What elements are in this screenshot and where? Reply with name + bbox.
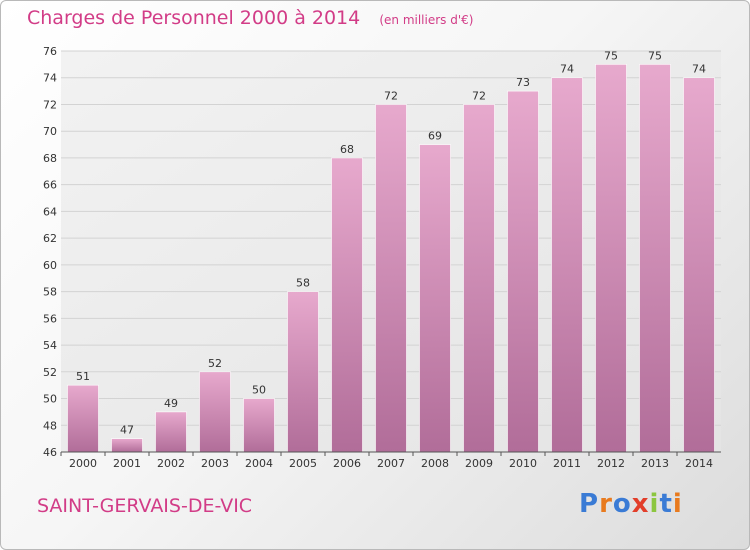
x-axis-ticks: 2000 2001 2002 2003 2004 2005 2006 2007 2008 2009… [60,452,713,470]
bar-2010 [507,90,539,453]
city-name: SAINT-GERVAIS-DE-VIC [37,495,253,517]
y-tick-label: 54 [43,339,57,352]
value-label: 58 [296,277,310,290]
value-label: 72 [384,89,398,102]
y-tick-label: 60 [43,259,57,272]
bar-2008 [419,144,451,453]
bar-2000 [67,384,99,453]
bar-2002 [155,411,187,453]
y-tick-label: 48 [43,419,57,432]
x-tick-label: 2005 [289,457,317,470]
bars [67,64,715,453]
title-row: Charges de Personnel 2000 à 2014 (en mil… [27,7,473,29]
x-tick-label: 2003 [201,457,229,470]
y-tick-label: 52 [43,366,57,379]
value-label: 73 [516,76,530,89]
y-tick-label: 76 [43,45,57,58]
bar-2001 [111,438,143,453]
logo-letter: o [612,489,632,519]
chart-title: Charges de Personnel 2000 à 2014 [27,7,361,29]
x-tick-label: 2009 [465,457,493,470]
value-label: 68 [340,143,354,156]
bar-2013 [639,64,671,453]
y-tick-label: 68 [43,152,57,165]
x-tick-label: 2002 [157,457,185,470]
y-tick-label: 72 [43,98,57,111]
bar-2005 [287,291,319,453]
y-tick-label: 74 [43,72,57,85]
x-tick-label: 2000 [69,457,97,470]
chart-subtitle: (en milliers d'€) [379,13,474,27]
value-label: 50 [252,384,266,397]
value-labels: 51 47 49 52 50 58 68 72 69 72 73 74 75 75 74 [76,49,706,436]
logo-letter: r [599,489,613,519]
value-label: 47 [120,424,134,437]
logo-letter: t [659,489,673,519]
bar-2006 [331,157,363,453]
x-tick-label: 2008 [421,457,449,470]
x-tick-label: 2006 [333,457,361,470]
x-tick-label: 2001 [113,457,141,470]
x-tick-label: 2007 [377,457,405,470]
y-tick-label: 64 [43,205,57,218]
value-label: 49 [164,397,178,410]
value-label: 51 [76,370,90,383]
y-tick-label: 58 [43,286,57,299]
y-tick-label: 66 [43,179,57,192]
value-label: 52 [208,357,222,370]
logo-letter: i [649,489,660,519]
y-tick-label: 50 [43,393,57,406]
bar-2003 [199,371,231,453]
bar-2009 [463,104,495,453]
x-tick-label: 2004 [245,457,273,470]
y-tick-label: 46 [43,446,57,459]
value-label: 72 [472,89,486,102]
y-tick-label: 62 [43,232,57,245]
proxiti-logo: Proxiti [579,489,683,519]
x-tick-label: 2013 [641,457,669,470]
value-label: 74 [560,63,574,76]
y-tick-label: 56 [43,312,57,325]
y-axis-ticks: 46 48 50 52 54 56 58 60 62 64 66 68 70 72 74 76 [43,45,57,459]
x-tick-label: 2010 [509,457,537,470]
bar-2007 [375,104,407,453]
logo-letter: P [579,489,600,519]
logo-letter: x [631,489,650,519]
bar-2014 [683,77,715,453]
value-label: 75 [604,49,618,62]
bar-2012 [595,64,627,453]
x-tick-label: 2012 [597,457,625,470]
value-label: 74 [692,63,706,76]
bar-2011 [551,77,583,453]
logo-letter: i [672,489,683,519]
bar-2004 [243,398,275,453]
y-tick-label: 70 [43,125,57,138]
x-tick-label: 2014 [685,457,713,470]
value-label: 69 [428,130,442,143]
x-tick-label: 2011 [553,457,581,470]
value-label: 75 [648,49,662,62]
